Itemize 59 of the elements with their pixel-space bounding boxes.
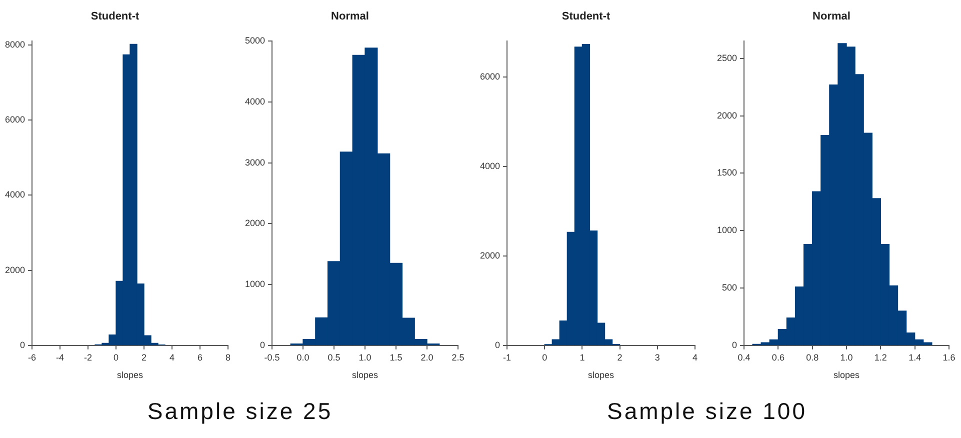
- text: Sample size 100: [606, 398, 808, 425]
- x-tick-label: 2: [617, 352, 622, 362]
- x-axis-title: slopes: [352, 370, 379, 380]
- x-tick-label: 6: [197, 352, 203, 362]
- x-axis-title: slopes: [117, 370, 144, 380]
- x-tick-label: -6: [28, 352, 36, 362]
- x-tick-label: 1.2: [874, 352, 887, 362]
- x-axis-title: slopes: [588, 370, 615, 380]
- x-tick-label: -0.5: [264, 352, 280, 362]
- x-tick-label: 0.6: [772, 352, 784, 362]
- x-tick-label: -1: [503, 352, 512, 362]
- x-tick-label: 0: [114, 352, 119, 362]
- y-tick-label: 3000: [244, 157, 266, 168]
- x-tick-label: 2.5: [452, 352, 464, 362]
- chart-title: Student-t: [562, 10, 610, 23]
- x-tick-label: 8: [225, 352, 231, 362]
- y-tick-label: 4000: [4, 190, 26, 200]
- x-tick-label: 1.0: [358, 352, 372, 362]
- y-tick-label: 0: [260, 340, 266, 350]
- x-tick-label: -2: [84, 352, 92, 362]
- x-axis-title: slopes: [834, 370, 860, 380]
- x-tick-label: 0.4: [738, 352, 750, 362]
- y-tick-label: 2000: [4, 264, 26, 275]
- y-tick-label: 8000: [4, 39, 26, 50]
- x-tick-label: 1.4: [908, 352, 922, 362]
- y-tick-label: 500: [722, 282, 738, 292]
- y-tick-label: 2000: [716, 110, 738, 120]
- y-tick-label: 0: [20, 340, 26, 350]
- y-tick-label: 4000: [244, 96, 266, 107]
- x-tick-label: 1: [580, 352, 585, 362]
- x-tick-label: 2: [142, 352, 147, 362]
- x-tick-label: 4: [692, 352, 698, 362]
- x-tick-label: 0.5: [328, 352, 340, 362]
- chart-title: Normal: [331, 10, 369, 23]
- y-tick-label: 2000: [244, 218, 266, 228]
- text: Sample size 25: [147, 398, 333, 425]
- x-tick-label: 1.6: [942, 352, 956, 362]
- y-tick-label: 0: [495, 340, 500, 350]
- y-tick-label: 6000: [4, 114, 26, 125]
- x-tick-label: -4: [56, 352, 64, 362]
- y-tick-label: 6000: [480, 71, 500, 82]
- x-tick-label: 1.0: [840, 352, 853, 362]
- x-tick-label: 4: [170, 352, 175, 362]
- chart-title: Normal: [812, 10, 850, 23]
- x-tick-label: 0.8: [806, 352, 819, 362]
- y-tick-label: 1000: [244, 279, 266, 290]
- y-tick-label: 0: [732, 340, 738, 350]
- chart-title: Student-t: [90, 10, 140, 23]
- y-tick-label: 1500: [716, 168, 738, 178]
- y-tick-label: 5000: [244, 36, 266, 46]
- x-tick-label: 0.0: [296, 352, 310, 362]
- y-tick-label: 2500: [716, 52, 738, 63]
- x-tick-label: 3: [654, 352, 660, 362]
- x-tick-label: 1.5: [390, 352, 402, 362]
- y-tick-label: 1000: [716, 225, 738, 236]
- y-tick-label: 4000: [480, 160, 500, 171]
- x-tick-label: 0: [542, 352, 548, 362]
- x-tick-label: 2.0: [420, 352, 434, 362]
- y-tick-label: 2000: [480, 250, 500, 260]
